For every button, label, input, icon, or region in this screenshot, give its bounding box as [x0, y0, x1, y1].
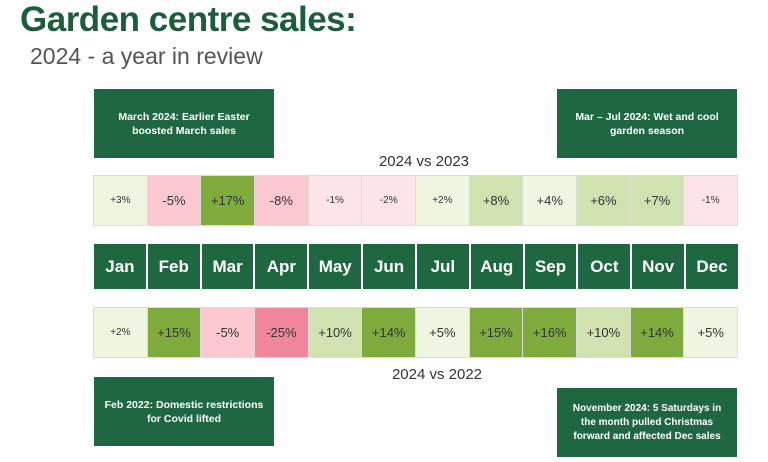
heatmap-cell-vs2023-apr: -8%	[254, 175, 309, 226]
heatmap-cell-vs2022-mar: -5%	[200, 307, 256, 358]
heatmap-cell-vs2022-apr: -25%	[254, 307, 309, 358]
note-nov-2024: November 2024: 5 Saturdays in the month …	[557, 388, 737, 457]
month-label-aug: Aug	[470, 244, 525, 289]
heatmap-cell-vs2022-feb: +15%	[146, 307, 202, 358]
note-nov-2024-text: November 2024: 5 Saturdays in the month …	[572, 402, 722, 442]
month-label-nov: Nov	[632, 244, 687, 289]
month-label-jun: Jun	[363, 244, 417, 289]
note-summer-2024: Mar – Jul 2024: Wet and cool garden seas…	[557, 89, 737, 158]
note-march-2024: March 2024: Earlier Easter boosted March…	[94, 89, 274, 158]
month-label-feb: Feb	[147, 244, 202, 289]
page-title: Garden centre sales:	[20, 0, 357, 39]
heatmap-row-vs-2022: +2% +15% -5% -25% +10% +14% +5% +15% +16% +10% +14…	[93, 307, 739, 358]
heatmap-cell-vs2023-dec: -1%	[683, 175, 739, 226]
month-header-row: Jan Feb Mar Apr May Jun Jul Aug Sep Oct Nov Dec	[94, 244, 738, 289]
heatmap-cell-vs2022-jan: +2%	[93, 307, 148, 358]
heatmap-cell-vs2022-aug: +15%	[468, 307, 524, 358]
heatmap-cell-vs2023-nov: +7%	[629, 175, 685, 226]
heatmap-cell-vs2022-may: +10%	[307, 307, 363, 358]
month-label-oct: Oct	[578, 244, 633, 289]
note-feb-2022: Feb 2022: Domestic restrictions for Covi…	[94, 377, 274, 446]
heatmap-cell-vs2022-jul: +5%	[415, 307, 470, 358]
month-label-jan: Jan	[94, 244, 148, 289]
month-label-jul: Jul	[416, 244, 471, 289]
heatmap-cell-vs2023-mar: +17%	[200, 175, 256, 226]
heatmap-cell-vs2023-feb: -5%	[146, 175, 202, 226]
heatmap-cell-vs2023-aug: +8%	[468, 175, 524, 226]
month-label-may: May	[309, 244, 364, 289]
page-subtitle: 2024 - a year in review	[30, 43, 263, 69]
heatmap-cell-vs2022-jun: +14%	[361, 307, 417, 358]
heatmap-cell-vs2023-sep: +4%	[522, 175, 578, 226]
month-label-mar: Mar	[201, 244, 256, 289]
heatmap-cell-vs2023-oct: +6%	[576, 175, 631, 226]
heatmap-cell-vs2023-jan: +3%	[93, 175, 148, 226]
heatmap-cell-vs2022-sep: +16%	[522, 307, 578, 358]
series-label-vs-2022: 2024 vs 2022	[391, 366, 483, 383]
series-label-vs-2023: 2024 vs 2023	[378, 153, 470, 170]
heatmap-cell-vs2022-dec: +5%	[683, 307, 739, 358]
heatmap-cell-vs2022-nov: +14%	[629, 307, 685, 358]
heatmap-cell-vs2023-jun: -2%	[361, 175, 417, 226]
heatmap-cell-vs2023-may: -1%	[307, 175, 363, 226]
heatmap-row-vs-2023: +3% -5% +17% -8% -1% -2% +2% +8% +4% +6% +7% -1%	[93, 175, 739, 226]
note-summer-2024-text: Mar – Jul 2024: Wet and cool garden seas…	[575, 110, 719, 137]
note-feb-2022-text: Feb 2022: Domestic restrictions for Covi…	[104, 398, 264, 425]
note-march-2024-text: March 2024: Earlier Easter boosted March…	[118, 110, 250, 137]
month-label-dec: Dec	[686, 244, 738, 289]
heatmap-cell-vs2022-oct: +10%	[576, 307, 631, 358]
heatmap-cell-vs2023-jul: +2%	[415, 175, 470, 226]
month-label-apr: Apr	[255, 244, 310, 289]
month-label-sep: Sep	[524, 244, 579, 289]
